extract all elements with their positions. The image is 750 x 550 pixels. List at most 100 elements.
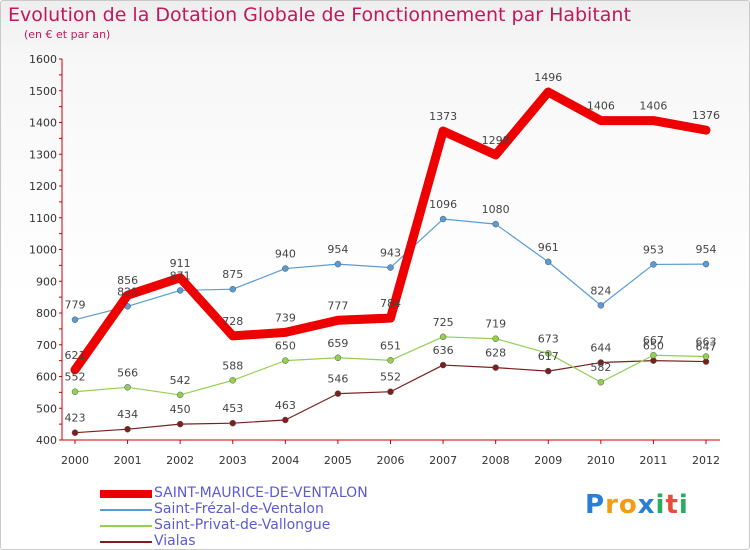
data-label: 824 [590,284,611,297]
x-tick-label: 2002 [166,454,194,467]
x-tick-label: 2012 [692,454,720,467]
y-tick-label: 400 [36,434,57,447]
legend-swatch [100,490,152,498]
data-label: 621 [65,349,86,362]
data-point [544,88,553,97]
data-label: 953 [643,243,664,256]
data-point [176,287,184,294]
y-tick-label: 1400 [29,117,57,130]
data-label: 1376 [692,109,720,122]
data-label: 588 [222,359,243,372]
proxiti-logo: Proxiti [585,490,689,520]
legend-swatch [100,525,152,527]
data-label: 777 [327,299,348,312]
data-label: 542 [170,374,191,387]
logo-letter: o [618,490,638,520]
y-tick-label: 1500 [29,85,57,98]
data-point [491,150,500,159]
data-point [387,357,394,364]
data-point [596,116,605,125]
data-label: 463 [275,399,296,412]
data-point [281,328,290,337]
data-point [545,350,552,357]
x-tick-label: 2004 [271,454,299,467]
y-tick-label: 1300 [29,148,57,161]
data-point [650,351,657,359]
data-label: 954 [696,243,717,256]
data-label: 434 [117,408,138,421]
chart-title: Evolution de la Dotation Globale de Fonc… [8,4,631,26]
legend-item: SAINT-MAURICE-DE-VENTALON [100,485,420,502]
data-point [649,116,658,125]
y-tick-label: 900 [36,275,57,288]
x-tick-label: 2011 [639,454,667,467]
data-label: 659 [327,337,348,350]
data-label: 617 [538,350,559,363]
data-label: 552 [65,371,86,384]
legend-label: Saint-Frézal-de-Ventalon [154,501,324,517]
x-tick-label: 2001 [114,454,142,467]
legend-swatch [100,541,152,543]
data-point [597,302,605,309]
data-label: 1496 [534,71,562,84]
data-point [545,367,552,375]
y-tick-label: 700 [36,339,57,352]
x-tick-label: 2010 [587,454,615,467]
data-point [439,333,447,341]
data-label: 644 [590,342,611,355]
y-tick-label: 500 [36,402,57,415]
data-label: 784 [380,297,401,310]
data-point [386,314,395,323]
data-point [229,285,236,293]
logo-letter: r [605,490,619,520]
data-point [545,258,552,266]
data-point [228,331,237,340]
data-label: 739 [275,311,296,324]
logo-letter: i [655,490,666,520]
data-label: 651 [380,339,401,352]
data-point [650,357,657,364]
data-point [439,127,448,136]
x-tick-label: 2000 [61,454,89,467]
data-point [492,335,499,342]
legend-label: Saint-Privat-de-Vallongue [154,517,331,533]
data-label: 1406 [639,100,667,113]
y-tick-label: 1600 [29,53,57,66]
data-label: 582 [590,361,611,374]
logo-letter: x [637,490,656,520]
legend-item: Vialas [100,533,420,550]
data-point [702,126,710,135]
data-point [282,357,289,364]
x-tick-label: 2007 [429,454,457,467]
legend-label: SAINT-MAURICE-DE-VENTALON [154,485,368,501]
data-point [439,361,447,369]
data-label: 821 [117,285,138,298]
data-label: 552 [380,371,401,384]
data-label: 940 [275,248,296,261]
data-point [176,273,185,282]
data-label: 673 [538,332,559,345]
data-point [176,420,184,428]
data-label: 1096 [429,198,457,211]
data-label: 628 [485,347,506,360]
data-label: 566 [117,366,138,379]
legend-swatch [100,509,152,511]
data-label: 719 [485,318,506,331]
data-point [702,353,710,360]
data-label: 943 [380,247,401,260]
data-point [597,378,605,386]
data-label: 954 [327,243,348,256]
data-point [439,215,447,223]
data-point [333,316,342,325]
x-tick-label: 2005 [324,454,352,467]
logo-letter: t [665,490,679,520]
data-label: 725 [433,316,454,329]
logo-letter: i [678,490,689,520]
data-point [334,390,342,397]
data-point [124,425,131,433]
data-point [71,388,79,395]
data-label: 875 [222,268,243,281]
data-label: 779 [65,299,86,312]
